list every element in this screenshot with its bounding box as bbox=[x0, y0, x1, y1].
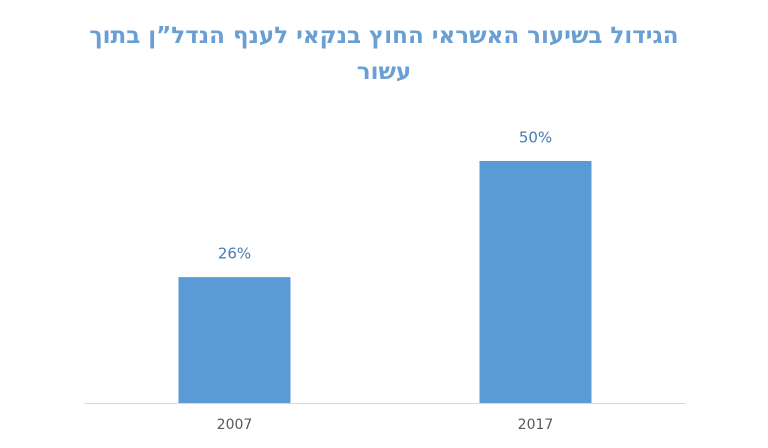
bar bbox=[178, 277, 291, 403]
value-label: 50% bbox=[519, 129, 552, 147]
bar bbox=[479, 161, 592, 403]
x-tick-label: 2007 bbox=[217, 417, 253, 433]
value-label: 26% bbox=[218, 245, 251, 263]
chart-title: הגידול בשיעור האשראי החוץ בנקאי לענף הנד… bbox=[89, 23, 679, 85]
x-tick-label: 2017 bbox=[518, 417, 554, 433]
